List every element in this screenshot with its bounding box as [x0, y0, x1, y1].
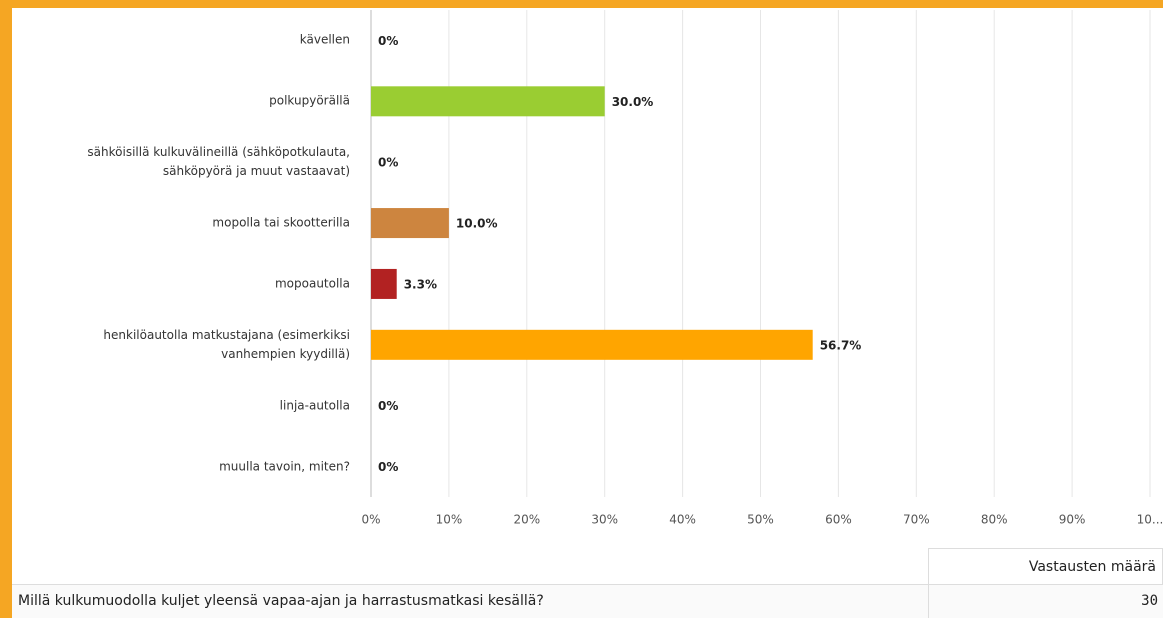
- x-tick-label: 50%: [747, 513, 774, 527]
- value-label: 56.7%: [820, 338, 862, 352]
- x-tick-label: 30%: [591, 513, 618, 527]
- x-tick-label: 40%: [669, 513, 696, 527]
- value-label: 10.0%: [456, 217, 498, 231]
- category-label: mopoautolla: [274, 276, 350, 291]
- question: Millä kulkumuodolla kuljet yleensä vapaa…: [18, 593, 544, 609]
- chart: 0% 10% 20% 30% 40% 50% 60% 70% 80% 90% 10... 0% 30.0…: [361, 10, 1163, 527]
- x-tick-label: 70%: [903, 513, 930, 527]
- value-label: 0%: [378, 460, 398, 474]
- x-tick-label: 10%: [436, 513, 463, 527]
- bar: [371, 208, 449, 239]
- table-row: Millä kulkumuodolla kuljet yleensä vapaa…: [12, 584, 1163, 618]
- x-tick-label: 0%: [361, 513, 380, 527]
- x-tick-label: 90%: [1059, 513, 1086, 527]
- bar: [371, 329, 813, 360]
- x-tick-label: 80%: [981, 513, 1008, 527]
- value-label: 0%: [378, 399, 398, 413]
- bar: [371, 86, 605, 117]
- value-label: 0%: [378, 156, 398, 170]
- panel: 0% 10% 20% 30% 40% 50% 60% 70% 80% 90% 10... 0% 30.0…: [12, 8, 1163, 618]
- x-tick-label: 10...: [1137, 513, 1163, 527]
- value-label: 3.3%: [404, 277, 437, 291]
- category-label: polkupyörällä: [269, 93, 350, 108]
- value-label: 0%: [378, 34, 398, 48]
- x-tick-label: 60%: [825, 513, 852, 527]
- x-tick-label: 20%: [513, 513, 540, 527]
- table-header: Vastausten määrä: [928, 548, 1163, 584]
- bar: [371, 268, 397, 299]
- category-label: mopolla tai skootterilla: [212, 215, 350, 230]
- category-label: henkilöautolla matkustajana (esimerkiksi…: [103, 327, 350, 361]
- value-label: 30.0%: [612, 95, 654, 109]
- category-label: sähköisillä kulkuvälineillä (sähköpotkul…: [87, 145, 350, 179]
- count: 30: [1141, 593, 1158, 609]
- category-label: muulla tavoin, miten?: [219, 459, 350, 474]
- category-label: kävellen: [299, 32, 350, 47]
- count-cell: 30: [928, 585, 1163, 618]
- category-label: linja-autolla: [279, 398, 350, 413]
